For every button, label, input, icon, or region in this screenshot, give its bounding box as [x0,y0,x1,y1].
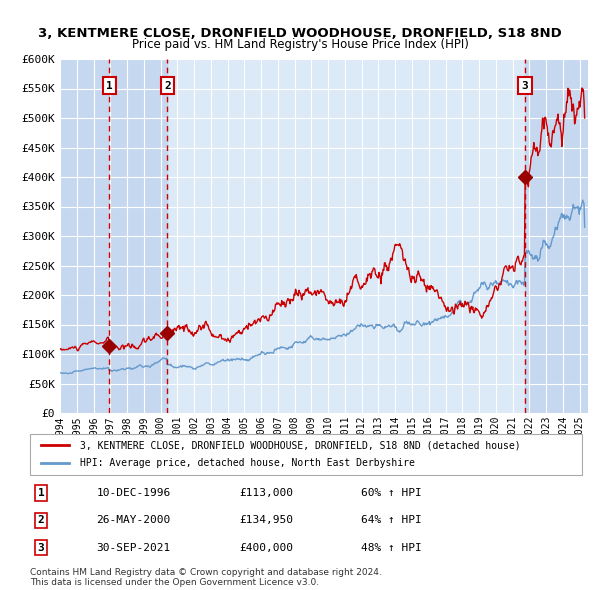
Bar [109,59,167,413]
Text: HPI: Average price, detached house, North East Derbyshire: HPI: Average price, detached house, Nort… [80,458,415,468]
Text: Contains HM Land Registry data © Crown copyright and database right 2024.: Contains HM Land Registry data © Crown c… [30,568,382,576]
Text: £134,950: £134,950 [240,516,294,525]
Text: 3: 3 [522,81,529,90]
Text: 30-SEP-2021: 30-SEP-2021 [96,543,170,553]
Text: 3: 3 [38,543,44,553]
Text: £113,000: £113,000 [240,488,294,498]
Text: 48% ↑ HPI: 48% ↑ HPI [361,543,422,553]
Text: 60% ↑ HPI: 60% ↑ HPI [361,488,422,498]
Text: 3, KENTMERE CLOSE, DRONFIELD WOODHOUSE, DRONFIELD, S18 8ND (detached house): 3, KENTMERE CLOSE, DRONFIELD WOODHOUSE, … [80,440,520,450]
Text: 2: 2 [38,516,44,525]
Text: Price paid vs. HM Land Registry's House Price Index (HPI): Price paid vs. HM Land Registry's House … [131,38,469,51]
Bar [60,59,109,413]
Text: 3, KENTMERE CLOSE, DRONFIELD WOODHOUSE, DRONFIELD, S18 8ND: 3, KENTMERE CLOSE, DRONFIELD WOODHOUSE, … [38,27,562,40]
Text: 1: 1 [106,81,113,90]
Text: 26-MAY-2000: 26-MAY-2000 [96,516,170,525]
Text: 64% ↑ HPI: 64% ↑ HPI [361,516,422,525]
Bar [525,59,588,413]
FancyBboxPatch shape [30,434,582,475]
Text: This data is licensed under the Open Government Licence v3.0.: This data is licensed under the Open Gov… [30,578,319,587]
Text: 1: 1 [38,488,44,498]
Text: 2: 2 [164,81,170,90]
Text: 10-DEC-1996: 10-DEC-1996 [96,488,170,498]
Text: £400,000: £400,000 [240,543,294,553]
